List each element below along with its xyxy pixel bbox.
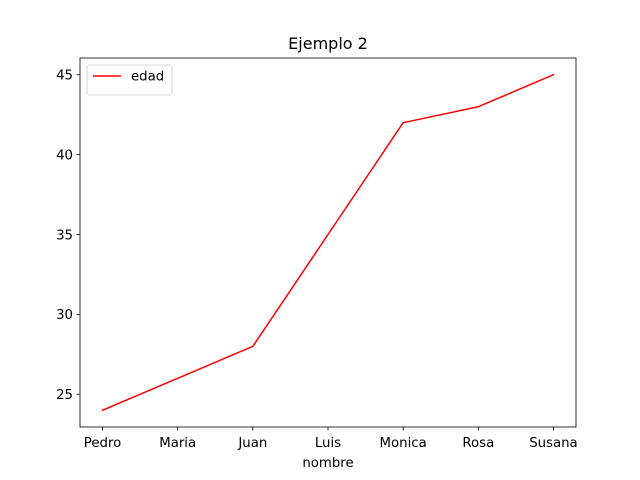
x-axis-label: nombre <box>302 456 353 471</box>
y-tick-label: 40 <box>56 148 73 163</box>
y-tick-label: 35 <box>56 228 73 243</box>
x-tick-label: Luis <box>315 436 341 451</box>
x-tick-label: Pedro <box>84 436 121 451</box>
x-tick-label: Monica <box>380 436 427 451</box>
y-tick-label: 25 <box>56 388 73 403</box>
plot-area: Pedro Maria Juan Luis Monica Rosa Susana 25 30 35… <box>56 57 578 451</box>
legend-label: edad <box>131 70 164 85</box>
y-tick-label: 45 <box>56 69 73 84</box>
legend: edad <box>86 64 173 96</box>
y-tick-label: 30 <box>56 308 73 323</box>
legend-box <box>86 64 173 96</box>
chart-title: Ejemplo 2 <box>288 34 368 53</box>
x-tick-label: Susana <box>529 436 578 451</box>
x-tick-label: Rosa <box>462 436 494 451</box>
series-line-edad <box>101 73 555 412</box>
x-tick-label: Maria <box>159 436 196 451</box>
x-tick-label: Juan <box>237 436 267 451</box>
